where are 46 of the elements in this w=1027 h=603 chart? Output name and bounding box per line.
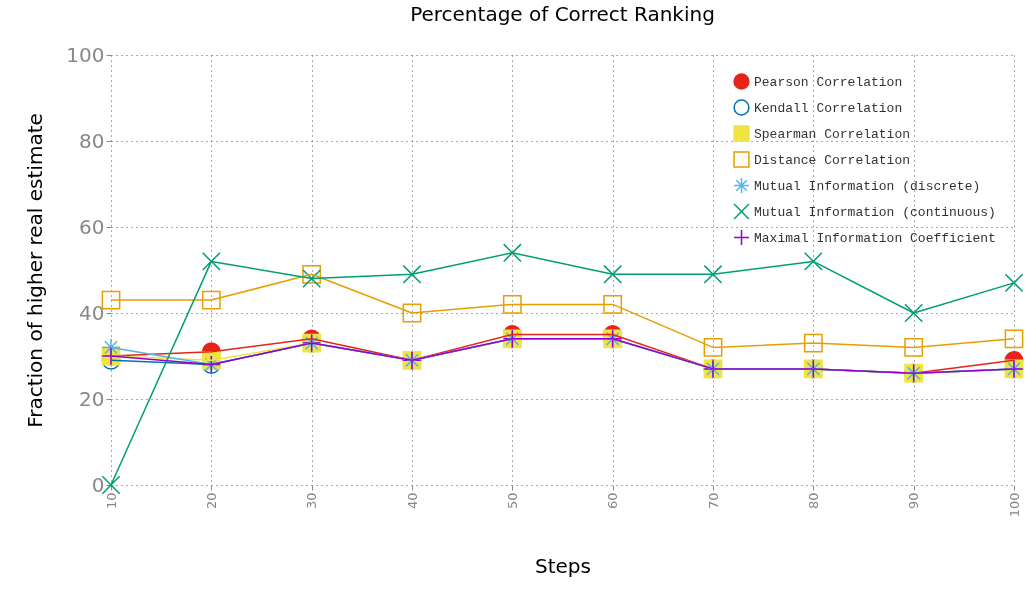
point: [904, 303, 924, 323]
chart-title: Percentage of Correct Ranking: [410, 2, 715, 26]
x-axis-title: Steps: [535, 554, 591, 579]
legend-label: Spearman Correlation: [754, 126, 911, 142]
y-tick-label: 20: [79, 386, 105, 411]
point: [1004, 329, 1024, 349]
point: [803, 251, 823, 271]
point: [302, 269, 322, 289]
point: [201, 290, 221, 310]
x-tick-label: 10: [103, 492, 119, 510]
x-tick-label: 90: [906, 492, 922, 510]
point: [502, 243, 522, 263]
point: [402, 264, 422, 284]
point: [201, 251, 221, 271]
y-axis-title: Fraction of higher real estimate: [23, 113, 48, 428]
legend-label: Distance Correlation: [754, 152, 911, 168]
y-tick-label: 80: [79, 128, 105, 153]
point: [502, 294, 522, 314]
x-tick-label: 100: [1006, 492, 1022, 518]
point: [703, 337, 723, 357]
point: [603, 294, 623, 314]
point: [803, 333, 823, 353]
legend-label: Pearson Correlation: [754, 74, 903, 90]
y-tick-label: 60: [79, 214, 105, 239]
x-tick-label: 40: [404, 492, 420, 510]
legend-label: Mutual Information (discrete): [754, 178, 981, 194]
point: [904, 337, 924, 357]
x-tick-label: 80: [805, 492, 821, 510]
x-tick-label: 30: [304, 492, 320, 510]
legend-label: Mutual Information (continuous): [754, 204, 996, 220]
x-tick-label: 70: [705, 492, 721, 510]
legend-label: Kendall Correlation: [754, 100, 903, 116]
point: [302, 264, 322, 284]
x-tick-label: 60: [605, 492, 621, 510]
point: [402, 303, 422, 323]
point: [101, 290, 121, 310]
y-tick-label: 100: [66, 42, 105, 67]
x-tick-label: 50: [504, 492, 520, 510]
point: [703, 264, 723, 284]
y-tick-label: 40: [79, 300, 105, 325]
point: [101, 337, 121, 357]
x-tick-label: 20: [203, 492, 219, 510]
legend-label: Maximal Information Coefficient: [754, 230, 996, 246]
y-tick-label: 0: [91, 472, 105, 497]
point: [1004, 273, 1024, 293]
point: [603, 264, 623, 284]
